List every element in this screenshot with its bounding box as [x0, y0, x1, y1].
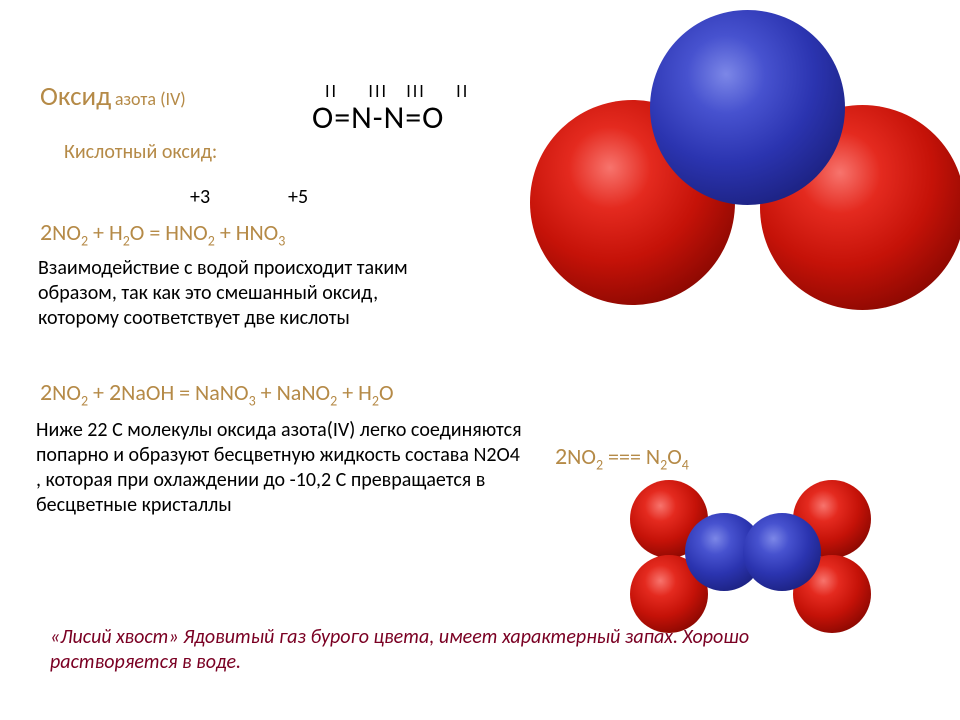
nitrogen-atom: [743, 513, 821, 591]
equation-2: 2NO2 + 2NaOH = NaNO3 + NaNO2 + H2O: [40, 378, 394, 409]
subtitle-acidic-oxide: Кислотный оксид:: [64, 140, 217, 164]
paragraph-dimerization: Ниже 22 С молекулы оксида азота(IV) легк…: [36, 418, 526, 518]
equation-3: 2NO2 === N2O4: [555, 442, 689, 473]
title-block: Оксид азота (IV): [40, 80, 186, 113]
ox-state-a: +3: [190, 185, 210, 209]
slide: Оксид азота (IV) II III III II O=N-N=O К…: [0, 0, 960, 720]
paragraph-water-reaction: Взаимодействие с водой происходит таким …: [38, 256, 458, 331]
equation-1: 2NO2 + H2O = HNO2 + HNO3: [40, 218, 285, 249]
molecule-n2o4: [630, 480, 880, 640]
title-main: Оксид: [40, 80, 111, 113]
nitrogen-atom: [650, 10, 845, 205]
title-sub: азота (IV): [115, 88, 186, 110]
molecule-no2: [530, 10, 960, 310]
ox-state-b: +5: [288, 185, 308, 209]
bond-formula: O=N-N=O: [312, 98, 444, 137]
